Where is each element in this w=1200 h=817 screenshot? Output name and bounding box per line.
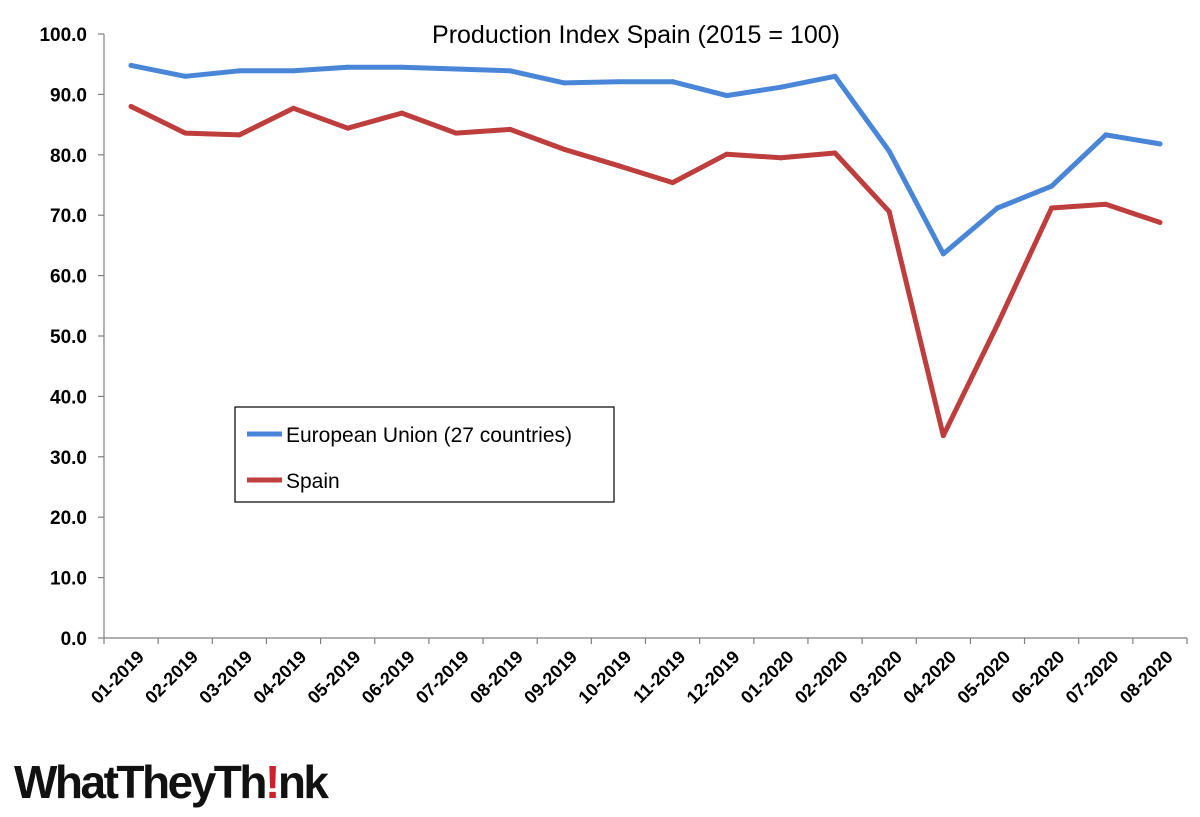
- data-point: [182, 130, 188, 136]
- x-tick-label: 07-2019: [412, 647, 473, 708]
- y-tick-label: 80.0: [50, 146, 87, 167]
- series-group: [128, 62, 1163, 439]
- series-line-eu: [128, 62, 1163, 257]
- data-point: [940, 433, 946, 439]
- x-tick-label: 08-2019: [466, 647, 527, 708]
- legend-box: [234, 406, 615, 503]
- data-point: [507, 126, 513, 132]
- legend-label-spain: Spain: [286, 470, 340, 493]
- x-tick-label: 11-2019: [629, 647, 689, 707]
- data-point: [1049, 183, 1055, 189]
- data-point: [561, 146, 567, 152]
- data-point: [724, 151, 730, 157]
- data-point: [453, 66, 459, 72]
- x-tick-label: 06-2020: [1008, 647, 1069, 708]
- data-point: [1049, 205, 1055, 211]
- x-tick-label: 12-2019: [683, 647, 744, 708]
- x-tick-label: 06-2019: [358, 647, 419, 708]
- data-point: [832, 73, 838, 79]
- data-point: [724, 93, 730, 99]
- x-tick-label: 10-2019: [574, 647, 635, 708]
- data-point: [1157, 141, 1163, 147]
- data-point: [832, 150, 838, 156]
- x-tick-label: 08-2020: [1116, 647, 1177, 708]
- y-tick-label: 10.0: [50, 569, 87, 590]
- y-tick-label: 90.0: [50, 85, 87, 106]
- data-point: [291, 68, 297, 74]
- data-point: [778, 155, 784, 161]
- data-point: [615, 163, 621, 169]
- y-tick-label: 0.0: [61, 629, 87, 650]
- data-point: [940, 251, 946, 257]
- logo-exclamation-mark: !: [264, 756, 280, 808]
- x-tick-label: 05-2019: [304, 647, 365, 708]
- data-point: [453, 130, 459, 136]
- y-tick-label: 30.0: [50, 448, 87, 469]
- logo-text-pre: WhatTheyTh: [14, 756, 267, 808]
- x-tick-label: 01-2020: [737, 647, 798, 708]
- x-tick-label: 07-2020: [1062, 647, 1123, 708]
- data-point: [886, 148, 892, 154]
- data-point: [561, 80, 567, 86]
- y-tick-label: 40.0: [50, 387, 87, 408]
- data-point: [778, 84, 784, 90]
- y-axis: 0.0 10.0 20.0 30.0 40.0 50.0 60.0 70.0 80.0 90.0 1…: [39, 25, 105, 650]
- data-point: [994, 322, 1000, 328]
- data-point: [507, 68, 513, 74]
- y-tick-label: 20.0: [50, 508, 87, 529]
- data-point: [345, 64, 351, 70]
- data-point: [670, 79, 676, 85]
- legend: European Union (27 countries) Spain: [234, 406, 615, 503]
- data-point: [128, 103, 134, 109]
- x-tick-label: 03-2020: [845, 647, 906, 708]
- x-tick-label: 02-2019: [141, 647, 202, 708]
- data-point: [670, 180, 676, 186]
- data-point: [399, 64, 405, 70]
- data-point: [1157, 219, 1163, 225]
- y-tick-label: 60.0: [50, 267, 87, 288]
- data-point: [236, 68, 242, 74]
- data-point: [886, 209, 892, 215]
- x-tick-label: 04-2019: [249, 647, 310, 708]
- x-tick-label: 02-2020: [791, 647, 852, 708]
- data-point: [291, 105, 297, 111]
- chart-title: Production Index Spain (2015 = 100): [432, 21, 840, 49]
- data-point: [1103, 132, 1109, 138]
- y-tick-label: 50.0: [50, 327, 87, 348]
- y-tick-label: 100.0: [39, 25, 87, 46]
- x-tick-label: 05-2020: [953, 647, 1014, 708]
- x-tick-label: 09-2019: [520, 647, 581, 708]
- data-point: [399, 110, 405, 116]
- data-point: [128, 62, 134, 68]
- data-point: [182, 73, 188, 79]
- data-point: [994, 205, 1000, 211]
- series-line-spain: [128, 104, 1163, 439]
- legend-label-eu: European Union (27 countries): [286, 424, 572, 447]
- whattheythink-logo: WhatTheyTh!nk: [14, 756, 329, 808]
- x-axis: 01-201902-201903-201904-201905-201906-20…: [87, 637, 1188, 708]
- logo-text-post: nk: [277, 756, 329, 808]
- x-tick-label: 01-2019: [87, 647, 148, 708]
- x-tick-label: 03-2019: [195, 647, 256, 708]
- data-point: [1103, 201, 1109, 207]
- x-tick-label: 04-2020: [899, 647, 960, 708]
- data-point: [345, 125, 351, 131]
- data-point: [615, 79, 621, 85]
- y-tick-label: 70.0: [50, 206, 87, 227]
- data-point: [236, 132, 242, 138]
